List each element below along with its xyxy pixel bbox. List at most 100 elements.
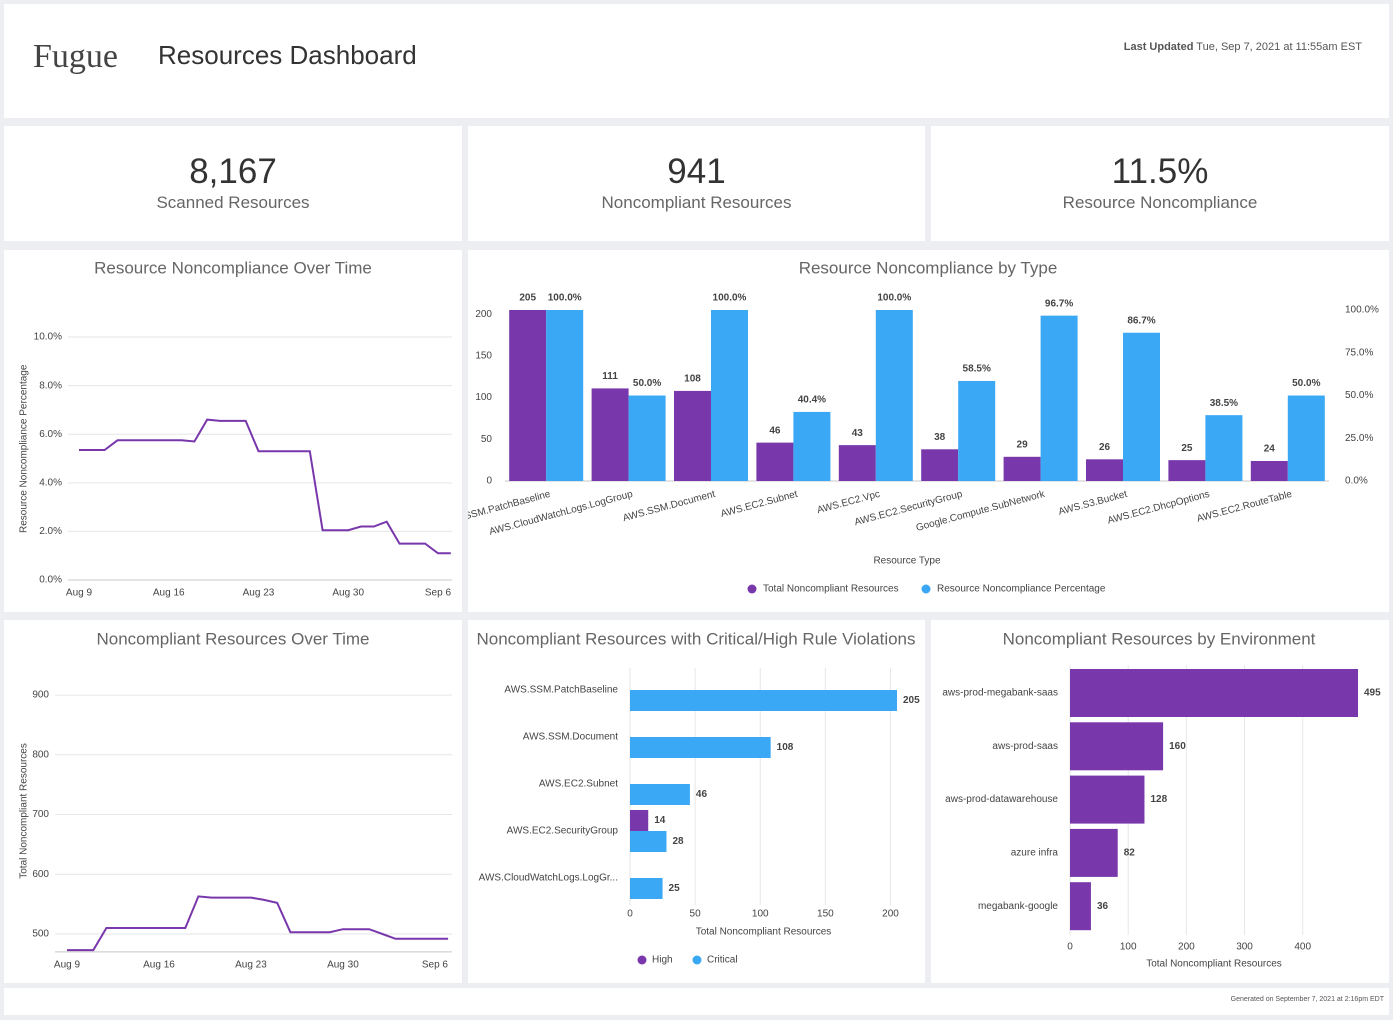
line — [67, 895, 449, 952]
bar — [1168, 460, 1206, 481]
y-tick-label: 8.0% — [39, 380, 62, 391]
value-label: 40.4% — [798, 395, 826, 406]
chart-title: Noncompliant Resources Over Time — [96, 629, 369, 648]
value-label: 160 — [1169, 741, 1186, 752]
y-tick-label: 2.0% — [39, 526, 62, 537]
chart-panel — [4, 250, 462, 612]
x-tick-label: Aug 30 — [332, 588, 364, 599]
y-tick-label: 500 — [32, 929, 49, 940]
legend-label: Critical — [707, 955, 738, 966]
value-label: 86.7% — [1127, 315, 1155, 326]
bar — [591, 388, 629, 481]
kpi-value: 11.5% — [1111, 152, 1209, 191]
bar — [711, 310, 748, 481]
chart: Noncompliant Resources by Environment 0 10… — [942, 629, 1381, 969]
value-label: 100.0% — [548, 293, 582, 304]
y-tick-label: AWS.CloudWatchLogs.LogGr... — [479, 873, 618, 884]
bar — [509, 310, 547, 481]
chart-title: Noncompliant Resources by Environment — [1003, 629, 1316, 648]
kpi-card: 11.5% Resource Noncompliance — [931, 126, 1389, 241]
y-tick-label: AWS.EC2.SecurityGroup — [507, 826, 619, 837]
bar — [674, 390, 711, 481]
legend-label: High — [652, 955, 673, 966]
value-label: 14 — [654, 815, 666, 826]
value-label: 205 — [519, 293, 536, 304]
bar — [838, 445, 876, 481]
y-tick-label: 10.0% — [34, 332, 62, 343]
chart: Resource Noncompliance Over Time 0.0% 2.0%… — [19, 258, 452, 599]
x-tick-label: 50 — [690, 909, 702, 920]
page-title: Resources Dashboard — [158, 40, 417, 70]
value-label: 50.0% — [633, 378, 661, 389]
logo: Fugue — [33, 38, 118, 75]
x-axis-title: Total Noncompliant Resources — [1146, 959, 1282, 970]
value-label: 82 — [1124, 848, 1136, 859]
y-tick-label: aws-prod-saas — [992, 741, 1058, 752]
value-label: 43 — [852, 428, 864, 439]
x-tick-label: 100 — [752, 909, 769, 920]
value-label: 24 — [1264, 444, 1276, 455]
y-tick-label: 800 — [32, 749, 49, 760]
y2-tick-label: 100.0% — [1345, 305, 1379, 316]
x-tick-label: 200 — [882, 909, 899, 920]
legend-label: Resource Noncompliance Percentage — [937, 584, 1106, 595]
x-tick-label: Aug 16 — [143, 960, 175, 971]
x-axis-title: Resource Type — [873, 556, 941, 567]
x-tick-label: 0 — [627, 909, 633, 920]
x-tick-label: 100 — [1120, 942, 1137, 953]
kpi-label: Noncompliant Resources — [601, 193, 792, 212]
bar — [630, 784, 690, 805]
legend-swatch — [747, 584, 757, 594]
value-label: 111 — [602, 371, 618, 382]
chart-title: Noncompliant Resources with Critical/Hig… — [476, 629, 915, 648]
value-label: 100.0% — [877, 293, 911, 304]
x-tick-label: AWS.SSM.Document — [622, 489, 717, 524]
bar — [1287, 395, 1325, 481]
x-tick-label: Aug 9 — [54, 960, 81, 971]
bar — [630, 690, 897, 711]
y-tick-label: 0.0% — [39, 575, 62, 586]
bar — [1003, 456, 1041, 481]
y2-tick-label: 50.0% — [1345, 390, 1373, 401]
value-label: 38 — [934, 432, 946, 443]
y2-tick-label: 25.0% — [1345, 433, 1373, 444]
value-label: 205 — [903, 695, 920, 706]
kpi-value: 941 — [667, 152, 726, 191]
header: Fugue Resources Dashboard Last Updated T… — [4, 4, 1389, 118]
x-tick-label: AWS.EC2.RouteTable — [1196, 489, 1294, 525]
y-tick-label: 4.0% — [39, 477, 62, 488]
value-label: 108 — [777, 742, 794, 753]
bar — [1205, 415, 1243, 481]
y-axis-title: Resource Noncompliance Percentage — [19, 364, 30, 533]
kpi-label: Resource Noncompliance — [1062, 193, 1258, 212]
bar — [630, 831, 667, 852]
chart-panel — [468, 620, 925, 983]
legend-label: Total Noncompliant Resources — [763, 584, 899, 595]
value-label: 25 — [1181, 443, 1193, 454]
value-label: 28 — [672, 836, 684, 847]
bar — [1070, 828, 1118, 877]
x-tick-label: 150 — [817, 909, 834, 920]
chart: Noncompliant Resources Over Time 500 600 70… — [19, 629, 452, 971]
chart-panel — [4, 620, 462, 983]
y-tick-label: azure infra — [1011, 848, 1059, 859]
footer: Generated on September 7, 2021 at 2:16pm… — [4, 988, 1389, 1015]
footer-text: Generated on September 7, 2021 at 2:16pm… — [1230, 996, 1384, 1003]
y-tick-label: aws-prod-datawarehouse — [945, 794, 1058, 805]
x-tick-label: 200 — [1178, 942, 1195, 953]
x-tick-label: Sep 6 — [425, 588, 452, 599]
kpi-card: 8,167 Scanned Resources — [4, 126, 462, 241]
x-tick-label: Aug 9 — [66, 588, 93, 599]
bar — [1070, 775, 1145, 824]
x-tick-label: AWS.CloudWatchLogs.LogGroup — [488, 489, 634, 538]
x-tick-label: Aug 30 — [327, 960, 359, 971]
value-label: 108 — [684, 374, 701, 385]
y2-tick-label: 75.0% — [1345, 347, 1373, 358]
y-tick-label: AWS.EC2.Subnet — [539, 779, 618, 790]
bar — [1070, 722, 1164, 771]
value-label: 29 — [1017, 439, 1029, 450]
value-label: 100.0% — [713, 293, 747, 304]
y2-tick-label: 0.0% — [1345, 476, 1368, 487]
